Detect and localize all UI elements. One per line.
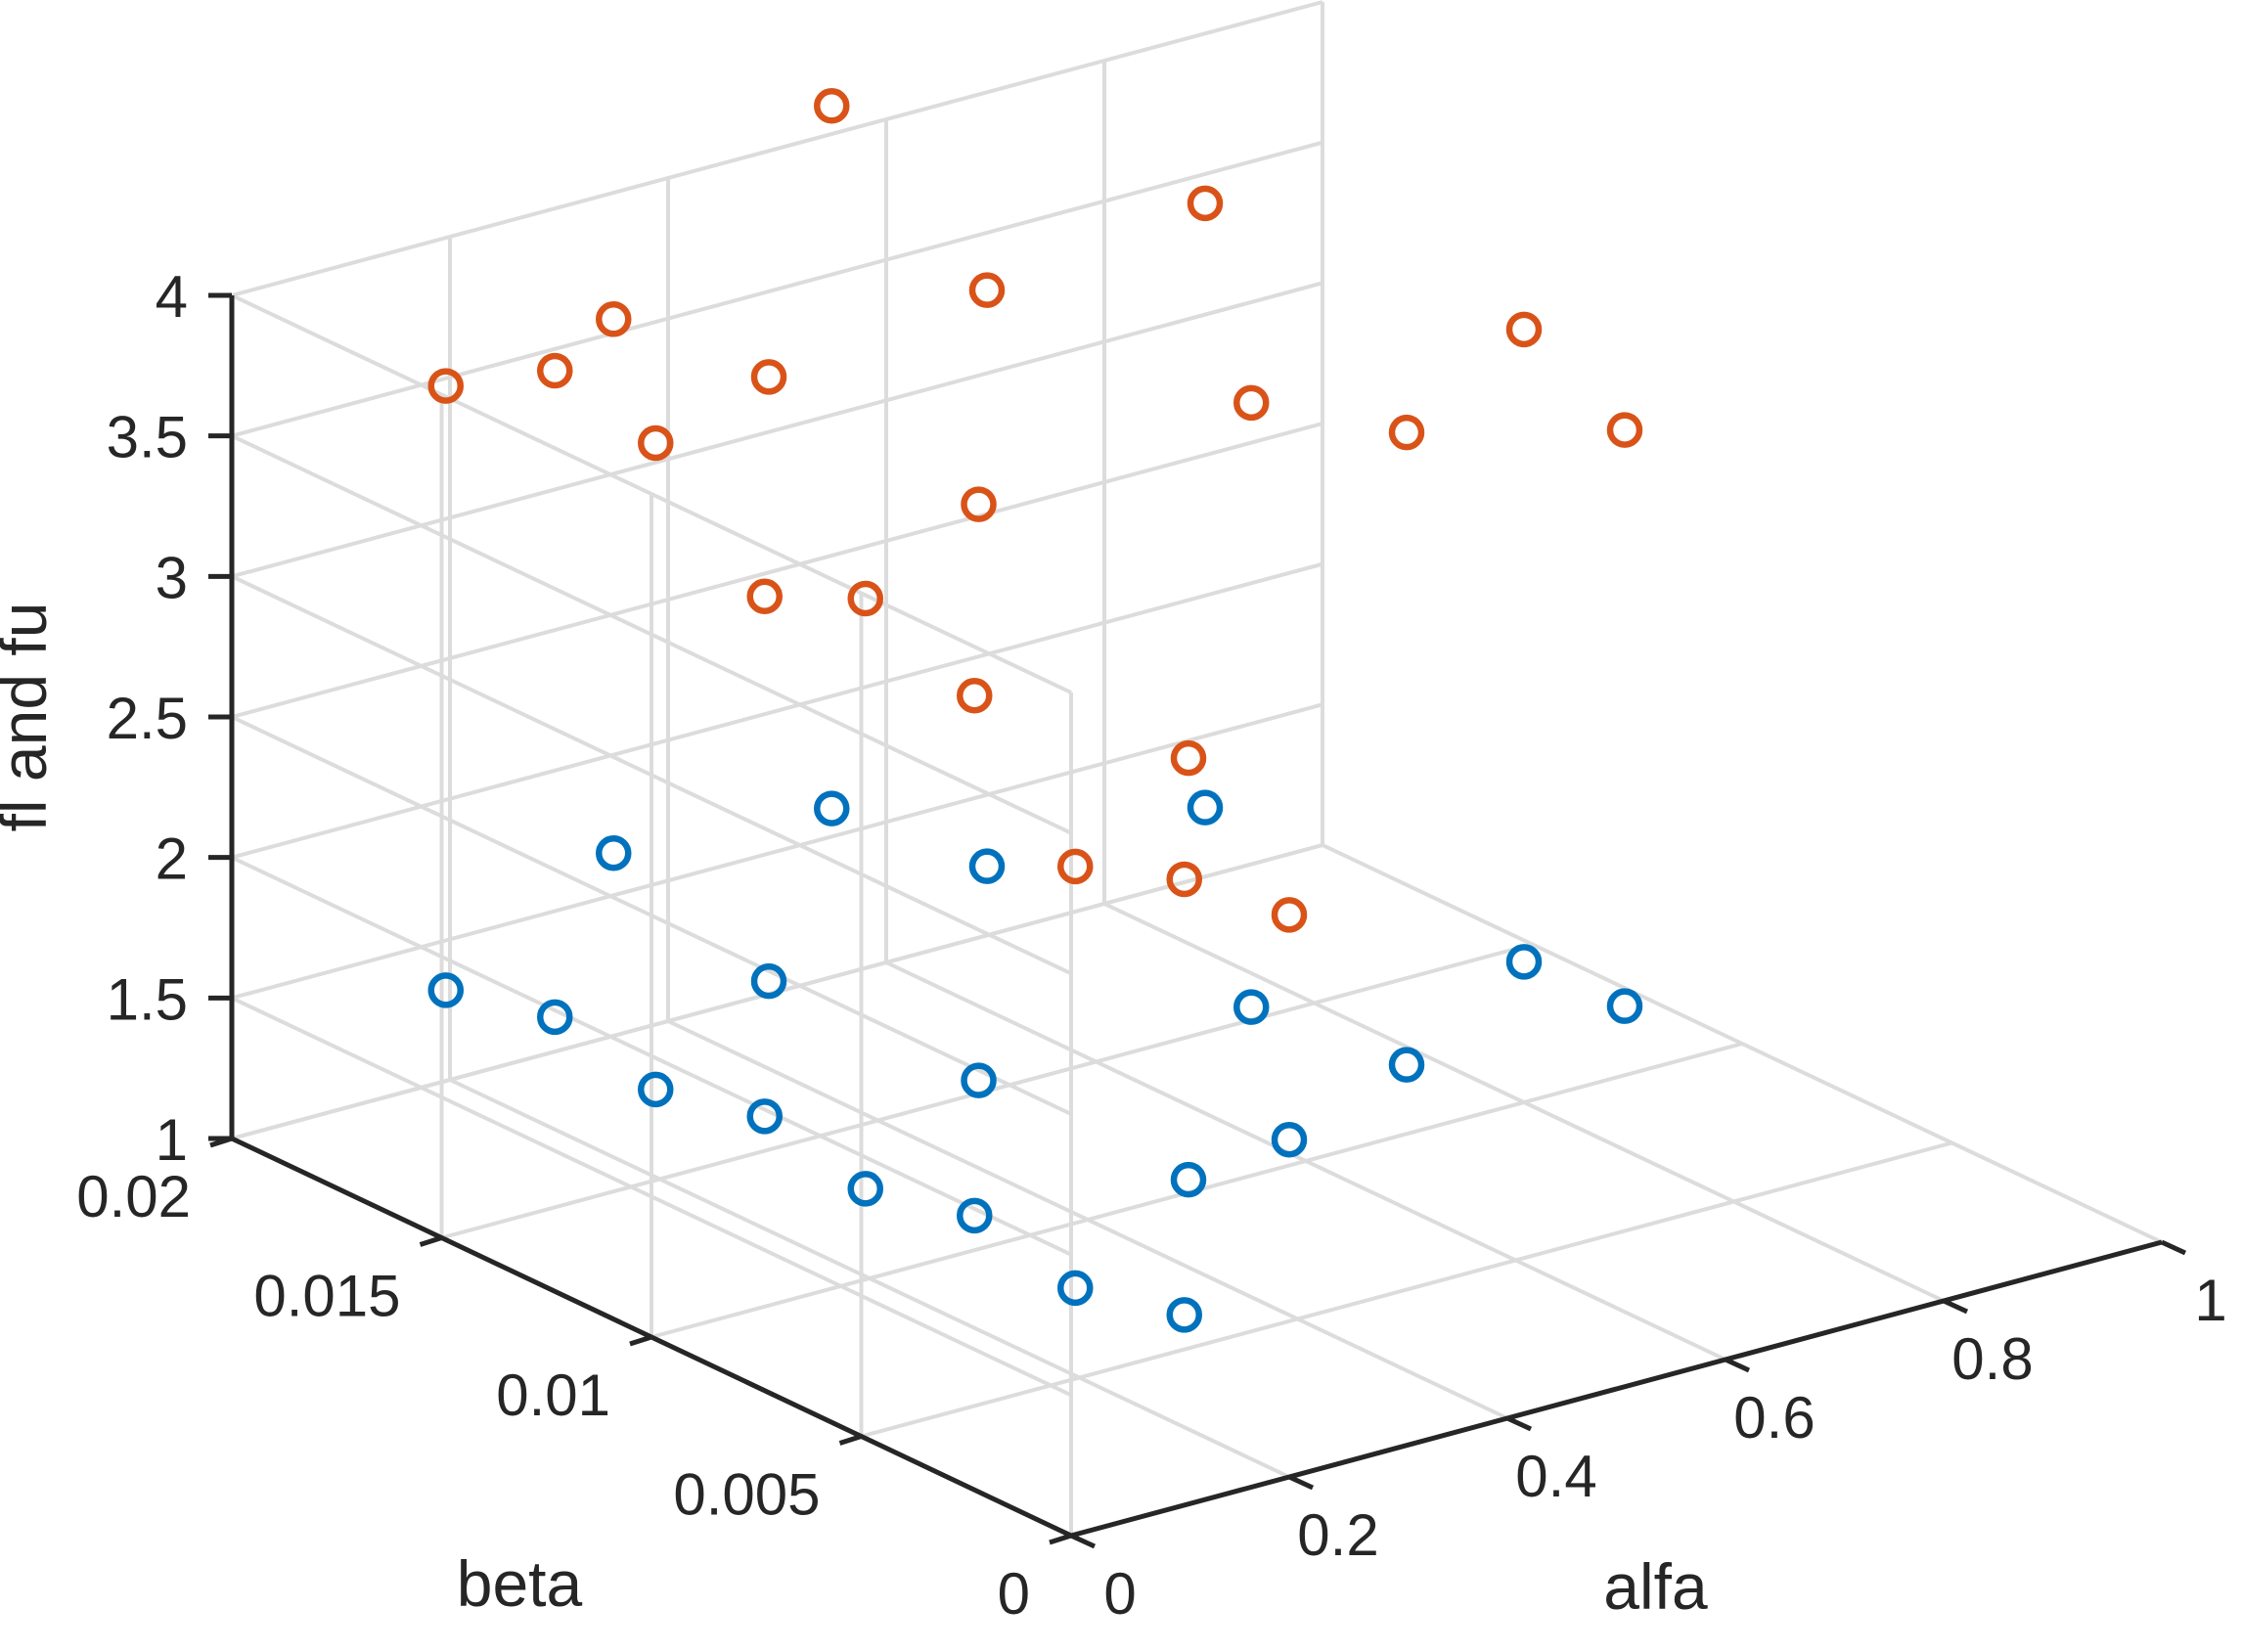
tick-label-layer: 00.20.40.60.8100.0050.010.0150.0211.522.… [76,264,2226,1627]
data-point-fu [1388,414,1425,451]
right-wall-gridline-z [231,281,1323,579]
data-point-fl [746,1098,783,1135]
x-tick-label: 1 [2194,1268,2226,1333]
z-tick-label: 1 [156,1107,188,1173]
data-point-fu [957,678,993,714]
data-point-fu [1170,739,1207,777]
z-tick-label: 2.5 [107,686,188,751]
x-tick-label: 0.6 [1733,1385,1815,1451]
y-tick-mark [629,1334,652,1347]
y-tick-label: 0.01 [496,1362,610,1428]
data-point-fl [638,1071,674,1108]
left-wall-gridline-z [231,996,1072,1398]
data-point-fu [1187,185,1224,222]
y-tick-mark [1049,1533,1072,1545]
right-wall-gridline-z [231,0,1323,297]
right-wall-gridline-z [231,702,1323,1001]
data-point-fl [814,790,850,826]
data-point-fl [1166,1297,1202,1333]
x-tick-label: 0.2 [1297,1502,1378,1568]
left-wall-gridline-z [231,715,1072,1116]
x-tick-mark [1942,1298,1969,1315]
z-axis-label: fl and fu [0,603,60,832]
data-point-fl [1057,1270,1094,1307]
data-point-fu [814,88,850,124]
data-point-fu [968,272,1006,308]
z-tick-label: 1.5 [107,966,188,1032]
x-tick-mark [1287,1474,1315,1491]
data-point-fl [1233,989,1270,1025]
data-point-fu [1166,861,1202,898]
x-tick-label: 0 [1103,1561,1136,1627]
left-wall-gridline-z [231,574,1072,976]
x-tick-label: 0.8 [1951,1326,2033,1392]
data-point-fu [1505,311,1543,348]
right-wall-gridline-z [231,140,1323,438]
z-tick-label: 3 [156,545,188,610]
x-axis-label: alfa [1603,1550,1708,1623]
y-tick-mark [419,1235,443,1247]
data-point-fl [1606,988,1643,1024]
data-point-fl [1170,1161,1207,1198]
left-wall-gridline-z [231,293,1072,694]
data-point-fl [968,848,1006,884]
marker-layer [427,88,1643,1333]
right-wall-gridline-z [231,561,1323,860]
data-point-fu [847,580,883,617]
data-point-fu [596,301,632,337]
y-tick-label: 0.02 [76,1164,191,1229]
right-wall-gridline-z [231,422,1323,719]
data-point-fl [1505,944,1543,980]
floor-gridline-beta [860,1140,1953,1439]
axis-layer [208,292,2187,1549]
x-tick-label: 0.4 [1515,1444,1596,1509]
z-tick-label: 4 [156,264,188,330]
data-point-fl [847,1171,883,1207]
y-tick-label: 0.005 [673,1462,820,1528]
left-wall-gridline-z [231,433,1072,835]
data-point-fu [1057,848,1094,885]
x-tick-mark [2160,1239,2187,1256]
data-point-fl [957,1197,993,1234]
data-point-fl [596,834,632,871]
data-point-fu [537,352,573,389]
data-point-fu [1271,897,1308,933]
data-point-fl [1187,789,1224,826]
data-point-fl [961,1062,997,1098]
y-tick-label: 0.015 [253,1264,400,1329]
data-point-fu [427,368,464,404]
y-axis-label: beta [457,1547,583,1620]
z-tick-label: 3.5 [107,405,188,470]
data-point-fu [750,359,787,395]
data-point-fl [1388,1047,1425,1083]
x-axis-line [1070,1239,2163,1539]
grid-layer [230,0,2163,1538]
y-tick-mark [838,1434,863,1446]
z-tick-label: 2 [156,826,188,892]
data-point-fu [746,578,783,614]
data-point-fl [750,962,787,1000]
data-point-fu [1233,384,1270,422]
data-point-fu [1606,412,1643,448]
data-point-fl [537,999,573,1036]
x-tick-mark [1505,1415,1533,1432]
data-point-fu [638,424,674,462]
data-point-fl [427,972,464,1008]
y-tick-label: 0 [998,1561,1030,1627]
left-wall-gridline-z [231,855,1072,1257]
x-tick-mark [1724,1357,1751,1373]
x-tick-mark [1069,1533,1097,1549]
data-point-fl [1271,1121,1308,1158]
data-point-fu [961,486,997,522]
